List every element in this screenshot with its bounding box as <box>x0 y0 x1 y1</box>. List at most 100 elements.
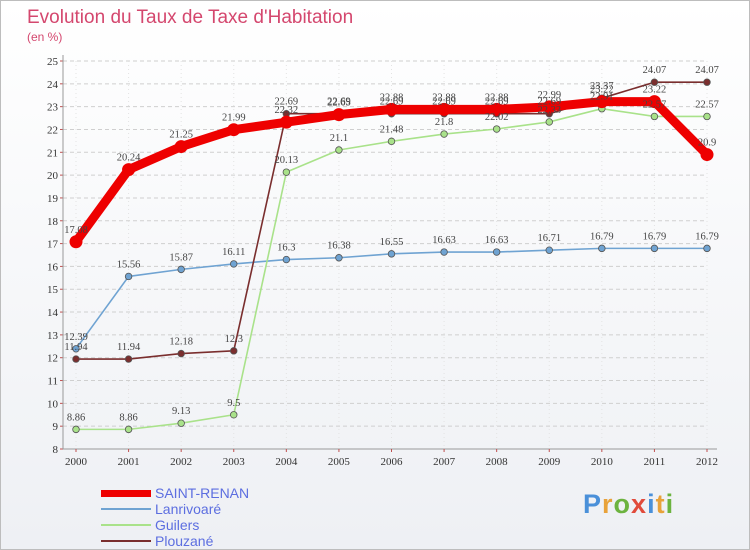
data-point-saint-renan-2009 <box>542 100 556 114</box>
data-point-guilers-2009 <box>545 118 553 126</box>
logo-letter: x <box>631 489 648 519</box>
data-label-guilers-2006: 21.48 <box>380 124 404 135</box>
data-label-saint-renan-2007: 22.88 <box>432 92 456 103</box>
x-tick-label-2002: 2002 <box>170 456 192 468</box>
data-point-saint-renan-2002 <box>174 140 188 154</box>
data-point-lanrivoare-2012 <box>703 244 711 253</box>
data-point-guilers-2001 <box>124 425 133 434</box>
x-tick-label-2000: 2000 <box>65 456 88 468</box>
data-label-guilers-2011: 22.57 <box>643 99 667 110</box>
y-tick-label-20: 20 <box>47 170 59 182</box>
data-label-guilers-2001: 8.86 <box>119 412 137 423</box>
data-label-plouzane-2007: 22.69 <box>432 97 456 108</box>
y-tick-label-17: 17 <box>47 239 59 251</box>
data-label-saint-renan-2001: 20.24 <box>117 153 141 164</box>
data-label-guilers-2005: 21.1 <box>330 133 348 144</box>
legend-item-guilers: Guilers <box>101 517 249 533</box>
data-label-lanrivoare-2006: 16.55 <box>380 237 404 248</box>
data-label-lanrivoare-2001: 15.56 <box>117 259 141 270</box>
data-label-plouzane-2002: 12.18 <box>169 337 193 348</box>
data-point-guilers-2004 <box>282 168 291 176</box>
logo-letter: t <box>655 489 666 519</box>
legend-label-lanrivoare: Lanrivoaré <box>155 501 222 517</box>
data-point-lanrivoare-2005 <box>335 254 343 262</box>
y-tick-label-9: 9 <box>53 421 59 433</box>
data-label-lanrivoare-2000: 12.39 <box>64 332 88 343</box>
data-point-saint-renan-2001 <box>122 163 136 177</box>
data-point-lanrivoare-2002 <box>177 265 185 274</box>
data-label-guilers-2009: 22.33 <box>537 105 561 116</box>
data-point-plouzane-2012 <box>703 78 711 86</box>
y-tick-label-14: 14 <box>47 307 59 319</box>
data-label-plouzane-2011: 24.07 <box>643 65 667 76</box>
data-label-plouzane-2006: 22.69 <box>380 97 404 108</box>
data-label-lanrivoare-2004: 16.3 <box>277 243 295 254</box>
data-label-lanrivoare-2009: 16.71 <box>537 233 561 244</box>
legend-swatch-lanrivoare <box>101 508 151 510</box>
data-label-lanrivoare-2010: 16.79 <box>590 231 614 242</box>
data-point-lanrivoare-2001 <box>124 272 133 281</box>
data-label-saint-renan-2008: 22.88 <box>485 92 509 103</box>
data-point-saint-renan-2008 <box>490 102 504 116</box>
data-label-guilers-2010: 22.91 <box>590 92 614 103</box>
data-point-guilers-2006 <box>387 137 396 146</box>
proxiti-logo: Proxiti <box>583 489 674 520</box>
data-label-guilers-2008: 22.02 <box>485 112 509 123</box>
data-point-guilers-2012 <box>703 112 711 121</box>
data-point-lanrivoare-2004 <box>282 255 291 264</box>
data-point-plouzane-2003 <box>230 347 238 355</box>
y-tick-label-16: 16 <box>47 261 59 273</box>
x-tick-label-2012: 2012 <box>696 456 718 468</box>
data-point-lanrivoare-2010 <box>598 244 606 253</box>
data-point-saint-renan-2000 <box>69 235 83 249</box>
y-tick-label-24: 24 <box>47 79 59 91</box>
data-point-saint-renan-2007 <box>437 102 451 116</box>
legend-swatch-guilers <box>101 524 151 526</box>
legend-label-guilers: Guilers <box>155 517 200 533</box>
y-tick-label-19: 19 <box>47 193 59 205</box>
logo-letter: P <box>583 489 603 519</box>
data-point-saint-renan-2005 <box>332 108 346 122</box>
data-label-saint-renan-2010: 23.22 <box>590 85 614 96</box>
legend-item-saint-renan: SAINT-RENAN <box>101 485 249 501</box>
data-label-saint-renan-2004: 22.32 <box>275 105 299 116</box>
data-label-plouzane-2001: 11.94 <box>117 342 141 353</box>
data-point-lanrivoare-2011 <box>650 244 659 253</box>
x-tick-label-2003: 2003 <box>223 456 246 468</box>
x-tick-label-2004: 2004 <box>275 456 298 468</box>
data-label-saint-renan-2003: 21.99 <box>222 113 246 124</box>
x-tick-label-2010: 2010 <box>591 456 614 468</box>
x-tick-label-2011: 2011 <box>644 456 666 468</box>
data-point-plouzane-2002 <box>177 349 185 358</box>
data-point-plouzane-2000 <box>72 355 80 363</box>
y-tick-label-25: 25 <box>47 56 59 68</box>
chart-legend: SAINT-RENAN Lanrivoaré Guilers Plouzané <box>101 485 249 549</box>
chart-title: Evolution du Taux de Taxe d'Habitation <box>27 7 354 28</box>
axis-layer: 8 9 10 11 12 13 14 15 16 17 18 19 20 21 22 23 24 25 2000 20… <box>47 55 718 468</box>
y-tick-label-18: 18 <box>47 216 59 228</box>
data-label-guilers-2004: 20.13 <box>275 155 299 166</box>
data-label-guilers-2003: 9.5 <box>227 398 240 409</box>
data-label-plouzane-2004: 22.69 <box>275 97 299 108</box>
data-point-guilers-2005 <box>335 146 343 154</box>
x-tick-label-2009: 2009 <box>538 456 561 468</box>
x-tick-label-2008: 2008 <box>486 456 509 468</box>
data-point-lanrivoare-2000 <box>72 345 80 353</box>
data-point-saint-renan-2004 <box>279 115 293 129</box>
data-label-plouzane-2000: 11.94 <box>64 342 88 353</box>
data-label-guilers-2007: 21.8 <box>435 117 453 128</box>
logo-letter: i <box>647 489 656 519</box>
data-label-lanrivoare-2011: 16.79 <box>643 231 667 242</box>
data-label-saint-renan-2000: 17.08 <box>64 225 88 236</box>
y-tick-label-10: 10 <box>47 398 59 410</box>
x-tick-label-2001: 2001 <box>118 456 140 468</box>
x-tick-label-2006: 2006 <box>381 456 404 468</box>
data-label-saint-renan-2011: 23.22 <box>643 85 667 96</box>
data-label-guilers-2012: 22.57 <box>695 99 719 110</box>
logo-letter: i <box>665 489 675 519</box>
y-tick-label-15: 15 <box>47 284 59 296</box>
y-tick-label-21: 21 <box>47 147 58 159</box>
data-point-plouzane-2011 <box>650 78 659 86</box>
